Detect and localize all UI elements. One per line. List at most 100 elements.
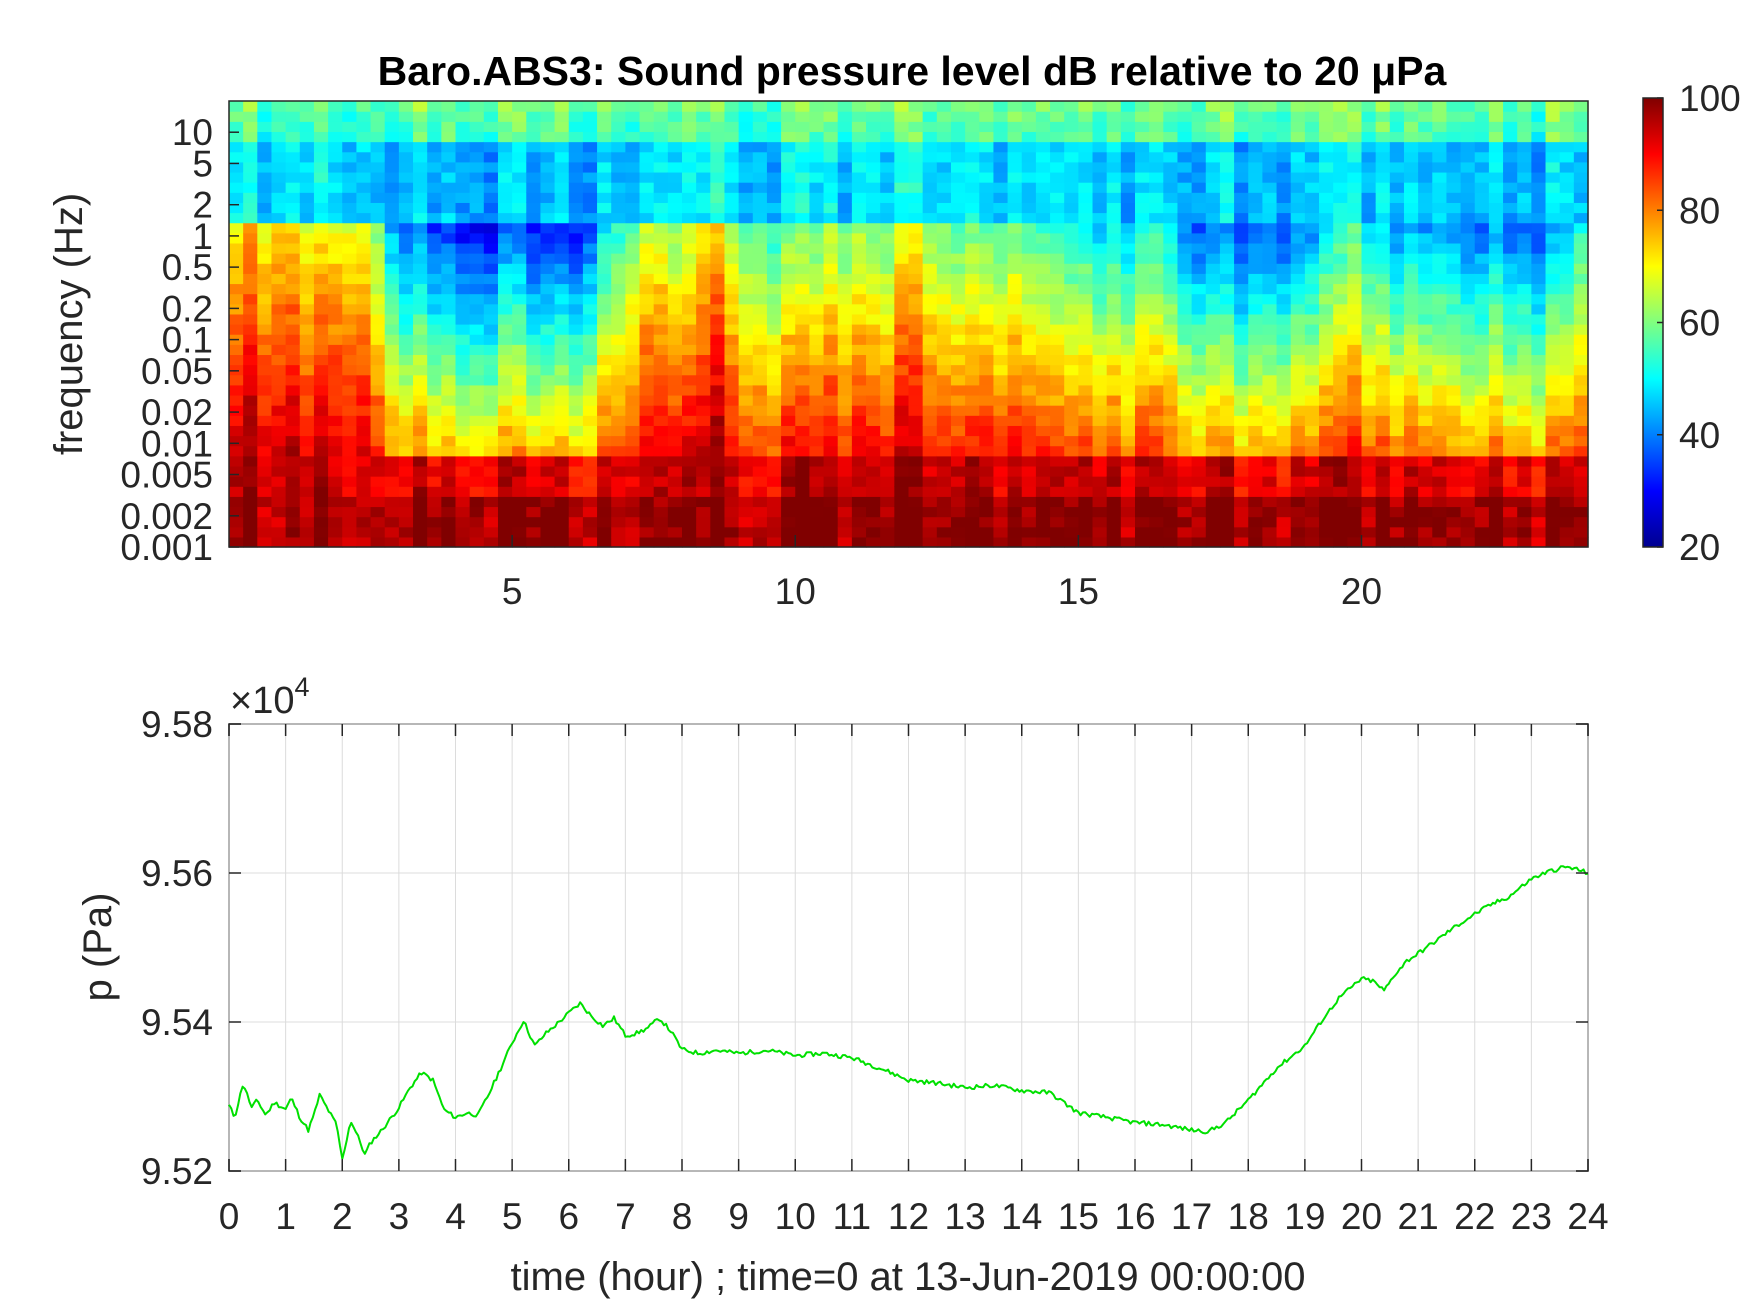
heatmap-cell — [540, 171, 556, 183]
heatmap-cell — [1503, 101, 1518, 112]
heatmap-cell — [384, 476, 400, 487]
heatmap-cell — [1234, 354, 1249, 366]
heatmap-cell — [285, 222, 301, 234]
heatmap-cell — [398, 253, 414, 264]
heatmap-cell — [1290, 455, 1306, 467]
heatmap-cell — [1149, 384, 1164, 396]
heatmap-cell — [1503, 394, 1518, 406]
heatmap-cell — [908, 263, 924, 274]
heatmap-cell — [526, 344, 542, 356]
heatmap-cell — [427, 536, 442, 548]
heatmap-cell — [1276, 405, 1292, 416]
heatmap-cell — [866, 486, 881, 497]
heatmap-cell — [512, 253, 527, 264]
heatmap-cell — [1219, 364, 1235, 376]
heatmap-cell — [1389, 415, 1405, 426]
heatmap-cell — [1432, 465, 1448, 477]
heatmap-cell — [950, 425, 966, 437]
heatmap-cell — [710, 344, 726, 356]
heatmap-cell — [1205, 415, 1221, 426]
heatmap-cell — [1389, 455, 1405, 467]
heatmap-cell — [1503, 405, 1518, 416]
heatmap-cell — [1375, 283, 1391, 295]
heatmap-cell — [1078, 516, 1094, 528]
heatmap-cell — [1517, 212, 1532, 224]
heatmap-cell — [285, 192, 301, 203]
heatmap-cell — [342, 455, 358, 467]
heatmap-cell — [682, 405, 697, 416]
heatmap-cell — [1064, 111, 1079, 122]
heatmap-cell — [639, 425, 655, 437]
heatmap-cell — [894, 222, 910, 234]
heatmap-cell — [1559, 283, 1575, 295]
heatmap-cell — [1191, 141, 1207, 153]
heatmap-cell — [922, 435, 938, 447]
heatmap-cell — [370, 111, 386, 122]
heatmap-cell — [1191, 374, 1207, 386]
heatmap-cell — [993, 526, 1009, 538]
heatmap-cell — [1517, 242, 1532, 254]
heatmap-cell — [313, 293, 329, 305]
heatmap-cell — [1050, 364, 1065, 376]
heatmap-cell — [1403, 324, 1419, 335]
heatmap-cell — [1163, 526, 1179, 538]
heatmap-cell — [1191, 101, 1207, 112]
heatmap-cell — [356, 101, 372, 112]
heatmap-cell — [696, 374, 711, 386]
heatmap-cell — [1460, 476, 1476, 487]
heatmap-cell — [795, 242, 811, 254]
heatmap-cell — [1149, 506, 1164, 518]
heatmap-cell — [483, 232, 499, 244]
heatmap-cell — [1361, 334, 1377, 345]
heatmap-cell — [1276, 435, 1292, 447]
heatmap-cell — [1219, 242, 1235, 254]
heatmap-cell — [1007, 222, 1023, 234]
heatmap-cell — [1078, 141, 1094, 153]
heatmap-cell — [795, 232, 811, 244]
heatmap-cell — [766, 253, 782, 264]
heatmap-cell — [413, 455, 428, 467]
heatmap-cell — [993, 263, 1009, 274]
heatmap-cell — [1021, 435, 1037, 447]
heatmap-cell — [993, 273, 1009, 285]
heatmap-cell — [1276, 141, 1292, 153]
heatmap-cell — [483, 151, 499, 163]
heatmap-cell — [1290, 283, 1306, 295]
heatmap-cell — [1064, 405, 1079, 416]
heatmap-cell — [738, 405, 754, 416]
heatmap-cell — [469, 324, 485, 335]
heatmap-cell — [398, 141, 414, 153]
heatmap-cell — [738, 253, 754, 264]
heatmap-cell — [1205, 384, 1221, 396]
heatmap-cell — [752, 263, 768, 274]
heatmap-cell — [356, 182, 372, 193]
heatmap-cell — [1319, 111, 1334, 122]
heatmap-cell — [1248, 131, 1264, 143]
heatmap-cell — [1545, 121, 1561, 133]
heatmap-cell — [993, 141, 1009, 153]
heatmap-cell — [441, 496, 457, 508]
heatmap-cell — [625, 171, 641, 183]
heatmap-cell — [1418, 232, 1433, 244]
heatmap-cell — [313, 151, 329, 163]
heatmap-cell — [1347, 445, 1363, 457]
heatmap-cell — [766, 232, 782, 244]
heatmap-cell — [1573, 344, 1589, 356]
heatmap-cell — [1219, 455, 1235, 467]
heatmap-cell — [823, 516, 839, 528]
heatmap-cell — [229, 415, 244, 426]
heatmap-cell — [1120, 283, 1136, 295]
heatmap-cell — [993, 374, 1009, 386]
heatmap-cell — [993, 171, 1009, 183]
heatmap-cell — [724, 151, 740, 163]
heatmap-cell — [512, 425, 527, 437]
heatmap-cell — [894, 374, 910, 386]
heatmap-cell — [554, 486, 570, 497]
heatmap-cell — [837, 263, 853, 274]
heatmap-cell — [398, 374, 414, 386]
heatmap-cell — [243, 425, 258, 437]
heatmap-cell — [894, 455, 910, 467]
heatmap-cell — [837, 293, 853, 305]
heatmap-cell — [823, 242, 839, 254]
heatmap-cell — [781, 253, 796, 264]
